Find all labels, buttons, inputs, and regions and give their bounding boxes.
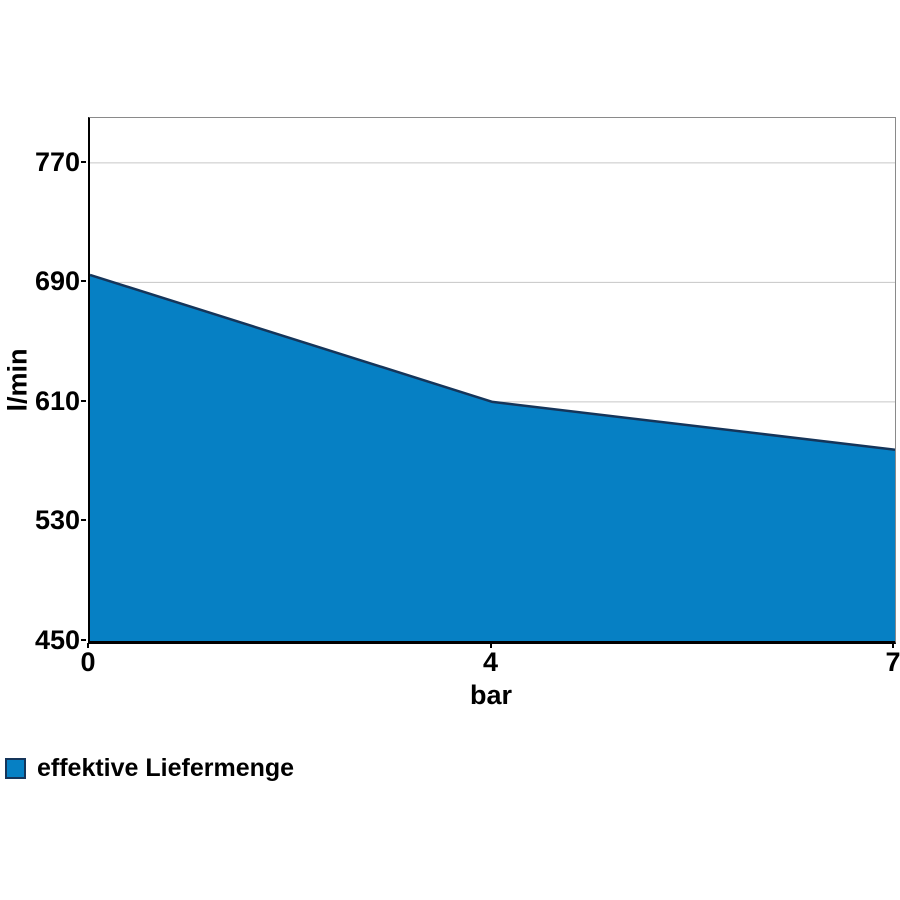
x-tick-label: 7 xyxy=(853,648,900,676)
legend: effektive Liefermenge xyxy=(5,755,294,781)
y-tick-mark xyxy=(81,519,86,521)
y-tick-label: 690 xyxy=(8,267,80,295)
x-tick-mark xyxy=(87,643,89,648)
y-tick-label: 530 xyxy=(8,506,80,534)
series-plot xyxy=(90,118,895,641)
y-tick-mark xyxy=(81,161,86,163)
y-axis-title: l/min xyxy=(3,348,34,411)
legend-swatch-icon xyxy=(5,758,26,779)
x-axis-title: bar xyxy=(391,680,591,711)
legend-label: effektive Liefermenge xyxy=(37,755,294,781)
area-fill xyxy=(90,275,895,641)
x-tick-mark xyxy=(892,643,894,648)
area-chart: 450530610690770 047 l/min bar effektive … xyxy=(0,0,900,900)
x-tick-label: 0 xyxy=(48,648,128,676)
x-tick-mark xyxy=(490,643,492,648)
y-tick-label: 770 xyxy=(8,148,80,176)
y-tick-mark xyxy=(81,280,86,282)
x-tick-label: 4 xyxy=(451,648,531,676)
y-tick-mark xyxy=(81,400,86,402)
plot-area xyxy=(88,117,896,644)
y-tick-mark xyxy=(81,639,86,641)
